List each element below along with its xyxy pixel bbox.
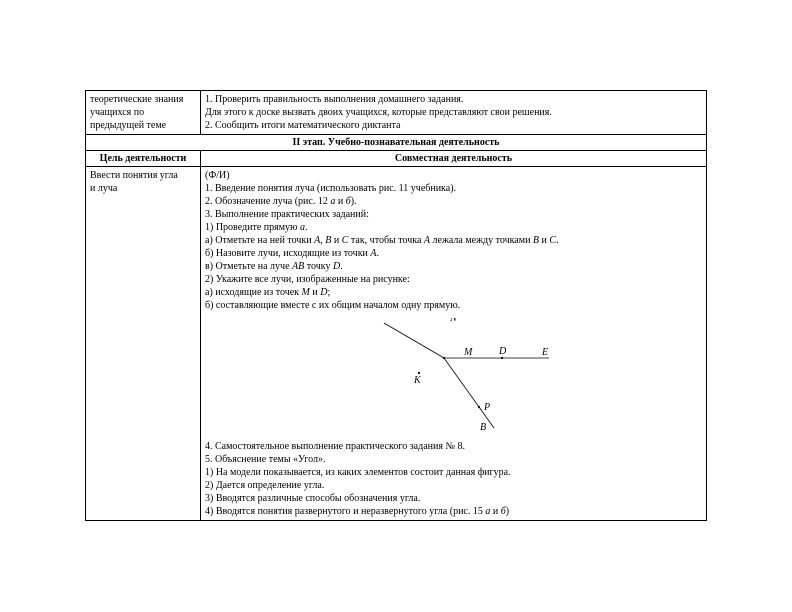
content-cell-1: 1. Проверить правильность выполнения дом… (201, 91, 707, 135)
text: 4. Самостоятельное выполнение практическ… (205, 440, 702, 453)
text: предыдущей теме (90, 119, 196, 132)
table-row: Ввести понятия угла и луча (Ф/И) 1. Введ… (86, 167, 707, 521)
text: 2. Обозначение луча (рис. 12 а и б). (205, 195, 702, 208)
svg-text:P: P (483, 402, 490, 413)
svg-text:M: M (463, 347, 473, 358)
table-row: Цель деятельности Совместная деятельност… (86, 151, 707, 167)
text: 5. Объяснение темы «Угол». (205, 453, 702, 466)
text: 4) Вводятся понятия развернутого и нераз… (205, 505, 702, 518)
text: а) исходящие из точек М и D; (205, 286, 702, 299)
svg-text:D: D (498, 346, 507, 357)
text: а) Отметьте на ней точки А, В и С так, ч… (205, 234, 702, 247)
text: б) Назовите лучи, исходящие из точки А. (205, 247, 702, 260)
text: 1) Проведите прямую а. (205, 221, 702, 234)
goal-cell-1: теоретические знания учащихся по предыду… (86, 91, 201, 135)
text: б) составляющие вместе с их общим начало… (205, 299, 702, 312)
col-header-goal: Цель деятельности (86, 151, 201, 167)
content-cell-2: (Ф/И) 1. Введение понятия луча (использо… (201, 167, 707, 521)
text: теоретические знания (90, 93, 196, 106)
text: (Ф/И) (205, 169, 702, 182)
svg-text:В: В (480, 422, 486, 433)
text: и луча (90, 182, 196, 195)
svg-text:N: N (449, 318, 458, 324)
text: 3) Вводятся различные способы обозначени… (205, 492, 702, 505)
text: Для этого к доске вызвать двоих учащихся… (205, 106, 702, 119)
text: 1. Проверить правильность выполнения дом… (205, 93, 702, 106)
text: учащихся по (90, 106, 196, 119)
text: Ввести понятия угла (90, 169, 196, 182)
lesson-table: теоретические знания учащихся по предыду… (85, 90, 707, 521)
stage-header: II этап. Учебно-познавательная деятельно… (86, 135, 707, 151)
col-header-joint: Совместная деятельность (201, 151, 707, 167)
table-row: II этап. Учебно-познавательная деятельно… (86, 135, 707, 151)
text: 1. Введение понятия луча (использовать р… (205, 182, 702, 195)
diagram-svg: N M D E K P В (324, 318, 584, 433)
ray-diagram: N M D E K P В (205, 312, 702, 440)
page-container: теоретические знания учащихся по предыду… (0, 0, 792, 521)
text: 3. Выполнение практических заданий: (205, 208, 702, 221)
text: 2) Укажите все лучи, изображенные на рис… (205, 273, 702, 286)
text: 2) Дается определение угла. (205, 479, 702, 492)
svg-text:K: K (413, 375, 422, 386)
goal-cell-2: Ввести понятия угла и луча (86, 167, 201, 521)
text: в) Отметьте на луче АВ точку D. (205, 260, 702, 273)
svg-text:E: E (541, 347, 548, 358)
table-row: теоретические знания учащихся по предыду… (86, 91, 707, 135)
text: 1) На модели показывается, из каких элем… (205, 466, 702, 479)
text: 2. Сообщить итоги математического диктан… (205, 119, 702, 132)
